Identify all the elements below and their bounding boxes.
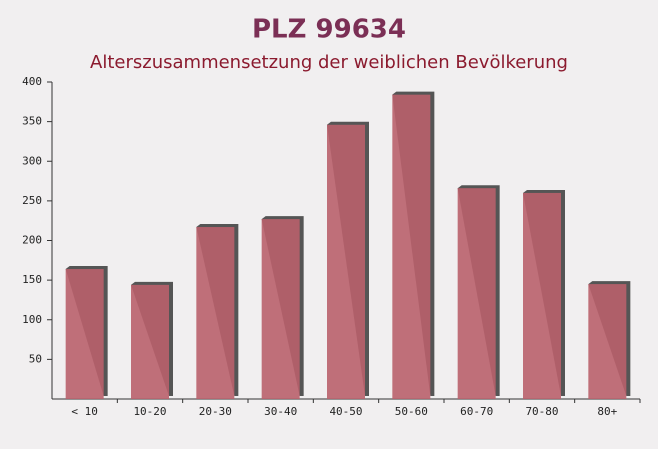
y-tick-label: 150 (22, 273, 42, 286)
y-tick-label: 300 (22, 154, 42, 167)
chart-subtitle: Alterszusammensetzung der weiblichen Bev… (90, 52, 568, 73)
x-tick-label: 20-30 (199, 405, 232, 418)
x-tick-label: 70-80 (525, 405, 558, 418)
x-tick-label: 10-20 (133, 405, 166, 418)
bar (261, 219, 300, 399)
y-tick-label: 200 (22, 234, 42, 247)
y-tick-label: 250 (22, 194, 42, 207)
y-tick-label: 50 (29, 352, 42, 365)
bar (196, 227, 235, 399)
bar (523, 192, 561, 399)
bar (457, 188, 496, 399)
x-tick-label: < 10 (71, 405, 98, 418)
bar (588, 284, 627, 399)
x-tick-label: 30-40 (264, 405, 297, 418)
x-tick-label: 50-60 (395, 405, 428, 418)
bar (392, 94, 431, 400)
y-tick-label: 100 (22, 313, 42, 326)
x-tick-label: 80+ (597, 405, 617, 418)
bar (131, 284, 169, 399)
bar (65, 269, 104, 399)
y-tick-label: 400 (22, 75, 42, 88)
y-tick-label: 350 (22, 115, 42, 128)
x-tick-label: 40-50 (329, 405, 362, 418)
x-tick-label: 60-70 (460, 405, 493, 418)
bar (327, 124, 365, 400)
chart-title: PLZ 99634 (252, 15, 406, 45)
